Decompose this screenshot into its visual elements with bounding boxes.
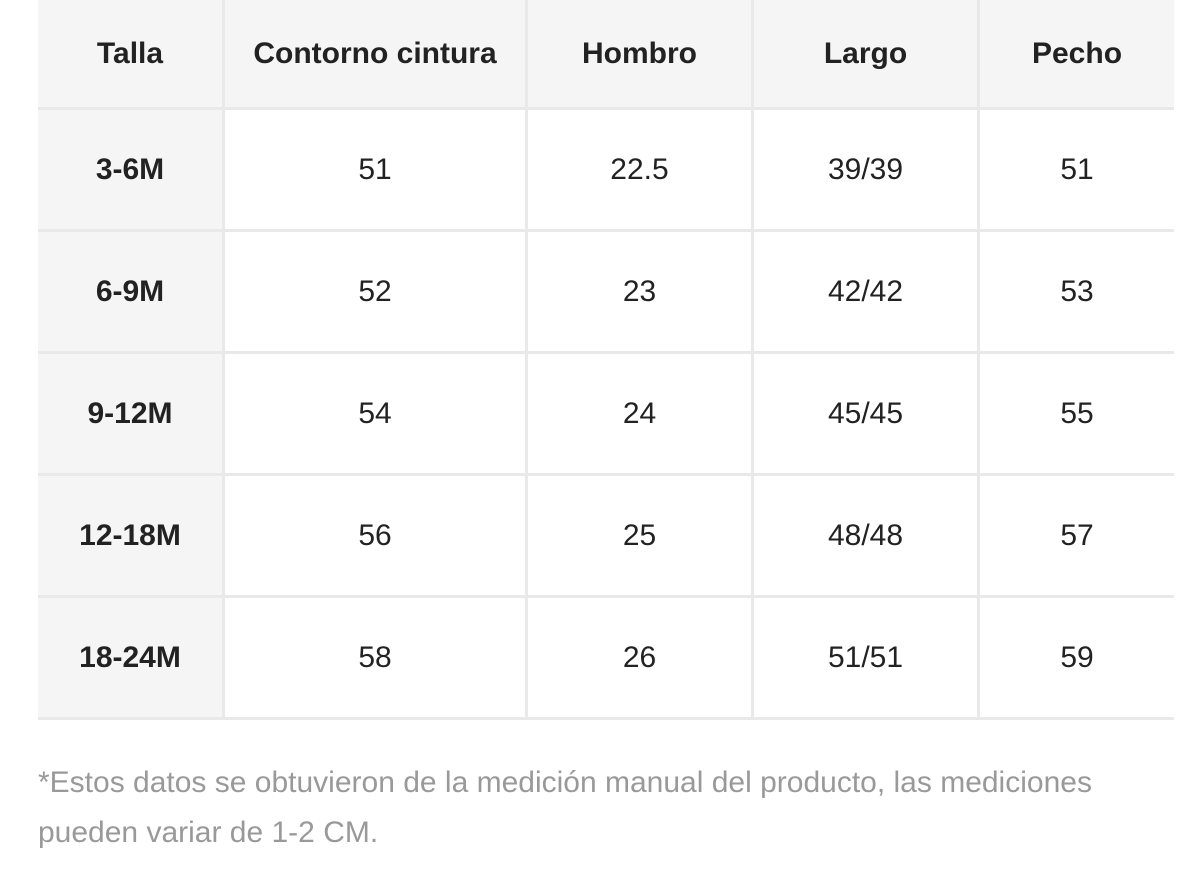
value-cell: 52 [222,229,528,354]
value-cell: 58 [222,595,528,720]
value-cell: 25 [525,473,754,598]
table-row: 12-18M 56 25 48/48 57 [38,473,1174,598]
value-cell: 39/39 [751,107,980,232]
value-cell: 23 [525,229,754,354]
header-cell: Hombro [525,0,754,110]
value-cell: 42/42 [751,229,980,354]
note: *Estos datos se obtuvieron de la medició… [38,766,1092,849]
value-cell: 22.5 [525,107,754,232]
header-cell: Pecho [977,0,1174,110]
value-cell: 56 [222,473,528,598]
size-cell: 6-9M [38,229,225,354]
value-cell: 51/51 [751,595,980,720]
size-cell: 3-6M [38,107,225,232]
value-cell: 45/45 [751,351,980,476]
size-cell: 18-24M [38,595,225,720]
value-cell: 48/48 [751,473,980,598]
size-table: Talla Contorno cintura Hombro Largo Pecho 3-6… [38,0,1174,720]
value-cell: 24 [525,351,754,476]
size-cell: 9-12M [38,351,225,476]
table-row: 9-12M 54 24 45/45 55 [38,351,1174,476]
value-cell: 53 [977,229,1174,354]
size-cell: 12-18M [38,473,225,598]
value-cell: 59 [977,595,1174,720]
value-cell: 51 [222,107,528,232]
value-cell: 55 [977,351,1174,476]
value-cell: 57 [977,473,1174,598]
value-cell: 26 [525,595,754,720]
header-cell: Talla [38,0,225,110]
table-row: 18-24M 58 26 51/51 59 [38,595,1174,720]
header-row: Talla Contorno cintura Hombro Largo Pecho [38,0,1174,110]
header-cell: Largo [751,0,980,110]
table-row: 6-9M 52 23 42/42 53 [38,229,1174,354]
value-cell: 54 [222,351,528,476]
header-cell: Contorno cintura [222,0,528,110]
value-cell: 51 [977,107,1174,232]
table-row: 3-6M 51 22.5 39/39 51 [38,107,1174,232]
